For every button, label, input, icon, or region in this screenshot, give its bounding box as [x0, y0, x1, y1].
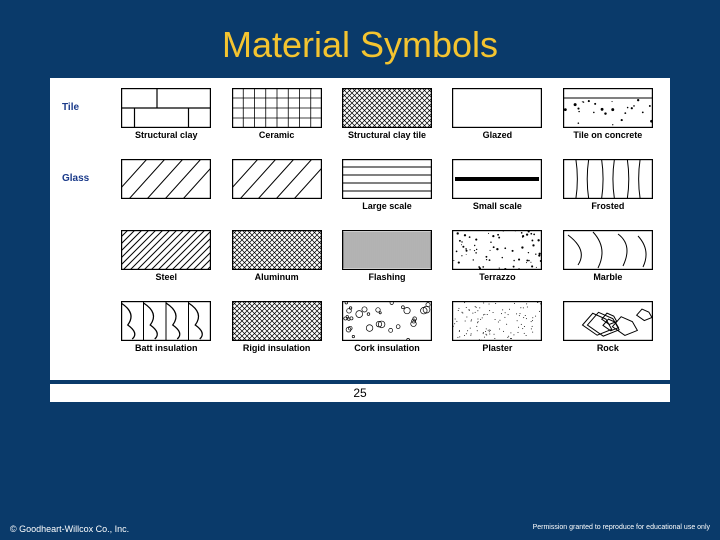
swatch-label: Structural clay tile — [348, 131, 426, 151]
symbol-cell: Steel — [116, 230, 216, 293]
symbol-cell: Flashing — [337, 230, 437, 293]
page-number: 25 — [50, 384, 670, 402]
symbol-cell: Cork insulation — [337, 301, 437, 364]
symbol-cell: Frosted — [558, 159, 658, 222]
permission-text: Permission granted to reproduce for educ… — [533, 524, 710, 534]
swatch-label: Terrazzo — [479, 273, 515, 293]
swatch-label: Steel — [155, 273, 177, 293]
symbol-cell: Marble — [558, 230, 658, 293]
material-swatch — [121, 159, 211, 199]
swatch-label: Rigid insulation — [243, 344, 311, 364]
swatch-label: Ceramic — [259, 131, 295, 151]
symbols-panel: Tile Structural clay Ceramic Structural cla… — [50, 78, 670, 380]
symbol-cell: Batt insulation — [116, 301, 216, 364]
category-label: Glass — [62, 159, 106, 184]
material-swatch — [452, 301, 542, 341]
material-swatch — [563, 230, 653, 270]
material-swatch — [232, 88, 322, 128]
symbol-cell: Rigid insulation — [226, 301, 326, 364]
symbol-cell: Structural clay tile — [337, 88, 437, 151]
swatch-label: Small scale — [473, 202, 522, 222]
swatch-label: Structural clay — [135, 131, 198, 151]
swatch-label: Frosted — [591, 202, 624, 222]
swatch-label: Rock — [597, 344, 619, 364]
material-swatch — [452, 230, 542, 270]
material-swatch — [452, 88, 542, 128]
symbol-cell: Rock — [558, 301, 658, 364]
copyright-text: © Goodheart-Willcox Co., Inc. — [10, 524, 129, 534]
swatch-label: Cork insulation — [354, 344, 420, 364]
material-swatch — [121, 301, 211, 341]
material-swatch — [121, 88, 211, 128]
swatch-label: Tile on concrete — [573, 131, 642, 151]
swatch-label: Large scale — [362, 202, 412, 222]
symbol-row: Batt insulation Rigid insulation Cork insu… — [62, 301, 658, 364]
material-swatch — [232, 159, 322, 199]
symbol-cell: Large scale — [337, 159, 437, 222]
footer: © Goodheart-Willcox Co., Inc. Permission… — [0, 524, 720, 534]
symbol-row: Tile Structural clay Ceramic Structural cla… — [62, 88, 658, 151]
category-label — [62, 301, 106, 315]
symbol-cell: Aluminum — [226, 230, 326, 293]
material-swatch — [452, 159, 542, 199]
symbol-row: Glass Large scale Small scale Frosted — [62, 159, 658, 222]
symbol-cell: Structural clay — [116, 88, 216, 151]
symbol-cell: Terrazzo — [447, 230, 547, 293]
page-title: Material Symbols — [0, 0, 720, 66]
material-swatch — [342, 301, 432, 341]
symbol-cell: Small scale — [447, 159, 547, 222]
material-swatch — [232, 301, 322, 341]
swatch-label: Flashing — [369, 273, 406, 293]
symbol-cell: Ceramic — [226, 88, 326, 151]
swatch-label: Batt insulation — [135, 344, 198, 364]
swatch-label: Marble — [593, 273, 622, 293]
material-swatch — [121, 230, 211, 270]
material-swatch — [232, 230, 322, 270]
category-label — [62, 230, 106, 244]
symbol-cell — [116, 159, 216, 222]
material-swatch — [342, 159, 432, 199]
swatch-label: Plaster — [482, 344, 512, 364]
category-label: Tile — [62, 88, 106, 113]
symbol-row: Steel Aluminum Flashing Terrazzo Marble — [62, 230, 658, 293]
symbol-cell: Plaster — [447, 301, 547, 364]
material-swatch — [563, 301, 653, 341]
symbol-cell: Tile on concrete — [558, 88, 658, 151]
symbol-cell — [226, 159, 326, 222]
symbol-cell: Glazed — [447, 88, 547, 151]
swatch-label: Aluminum — [255, 273, 299, 293]
material-swatch — [563, 88, 653, 128]
material-swatch — [342, 88, 432, 128]
material-swatch — [342, 230, 432, 270]
swatch-label: Glazed — [483, 131, 513, 151]
material-swatch — [563, 159, 653, 199]
